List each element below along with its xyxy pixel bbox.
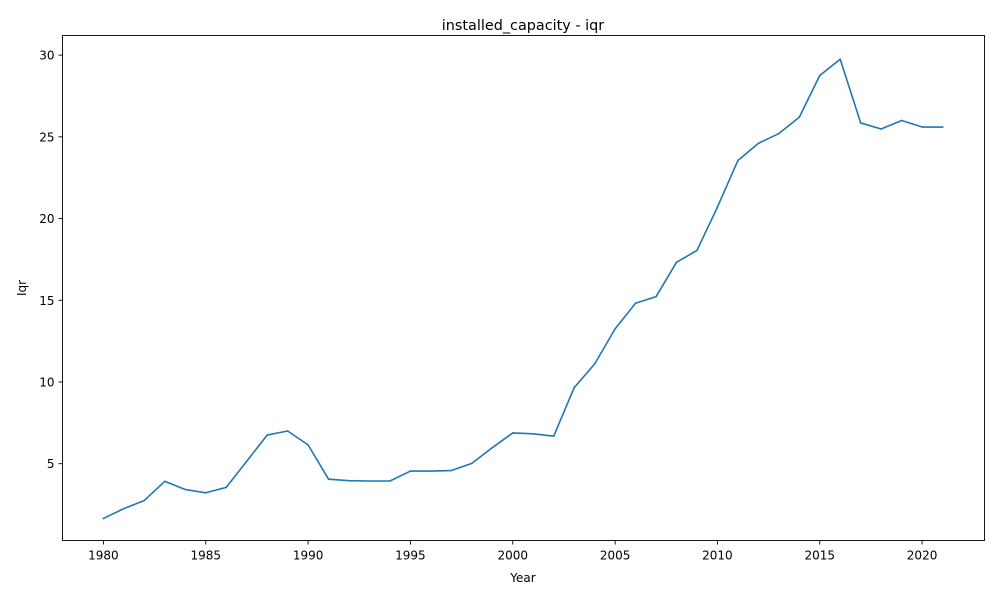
data-point-1999 — [491, 446, 494, 449]
data-point-2018 — [880, 128, 882, 130]
data-point-1995 — [409, 470, 412, 472]
data-point-2014 — [798, 116, 801, 119]
x-tick-label-1985: 1985 — [190, 549, 221, 563]
data-point-1984 — [184, 488, 187, 491]
x-tick-label-2010: 2010 — [702, 549, 733, 563]
data-point-2004 — [593, 363, 596, 365]
y-tick-label-10: 10 — [39, 375, 54, 389]
x-axis-label: Year — [509, 571, 535, 585]
data-point-1997 — [450, 469, 453, 472]
data-point-2020 — [921, 126, 923, 128]
data-point-2005 — [614, 328, 616, 330]
data-point-1983 — [164, 480, 166, 483]
data-point-2000 — [511, 432, 514, 434]
y-tick-label-15: 15 — [39, 294, 54, 308]
data-points — [102, 58, 944, 520]
data-point-2017 — [859, 122, 862, 124]
data-point-2019 — [900, 119, 903, 122]
data-point-1987 — [245, 460, 248, 463]
data-point-1991 — [327, 478, 330, 481]
data-point-2021 — [941, 126, 944, 128]
data-point-2006 — [634, 302, 637, 304]
plot-frame — [62, 35, 985, 541]
chart-title: installed_capacity - iqr — [442, 18, 604, 34]
y-tick-label-30: 30 — [39, 49, 54, 63]
data-point-1988 — [266, 434, 268, 436]
y-tick-label-25: 25 — [39, 130, 54, 144]
data-point-1996 — [430, 470, 432, 472]
y-tick-label-20: 20 — [39, 212, 54, 226]
x-tick-label-1990: 1990 — [293, 549, 324, 563]
x-tick-label-2015: 2015 — [804, 549, 835, 563]
data-point-2008 — [675, 261, 678, 264]
data-point-1982 — [143, 499, 146, 502]
data-point-2002 — [552, 435, 555, 438]
x-tick-label-2020: 2020 — [907, 549, 938, 563]
y-tick-label-5: 5 — [47, 457, 55, 471]
x-tick-label-2005: 2005 — [600, 549, 631, 563]
series-line — [102, 58, 944, 520]
y-axis: 5 10 15 20 25 30 — [39, 49, 63, 471]
x-tick-label-1980: 1980 — [88, 549, 119, 563]
data-point-1998 — [471, 462, 473, 465]
x-tick-label-2000: 2000 — [497, 549, 528, 563]
plot-area — [62, 35, 985, 541]
data-point-1986 — [225, 486, 228, 489]
data-point-2009 — [696, 249, 698, 252]
data-point-2011 — [737, 159, 739, 162]
data-point-2001 — [532, 432, 535, 435]
data-point-2010 — [716, 206, 719, 208]
x-axis: 1980 1985 1990 1995 2000 2005 2010 2015 2020 — [88, 540, 938, 563]
data-point-1992 — [348, 479, 350, 482]
data-point-2016 — [839, 58, 842, 60]
data-point-1981 — [123, 507, 125, 510]
y-axis-label: Iqr — [15, 280, 29, 296]
data-point-2003 — [573, 386, 575, 389]
data-point-1993 — [368, 480, 371, 482]
data-point-2007 — [655, 295, 657, 298]
data-point-2012 — [757, 142, 760, 145]
data-point-1990 — [307, 444, 309, 446]
x-tick-label-1995: 1995 — [395, 549, 426, 563]
data-point-2015 — [818, 74, 821, 77]
data-point-1994 — [389, 480, 391, 482]
data-point-1980 — [102, 517, 105, 520]
data-point-2013 — [778, 132, 780, 135]
data-point-1985 — [204, 491, 207, 494]
data-point-1989 — [286, 430, 289, 432]
